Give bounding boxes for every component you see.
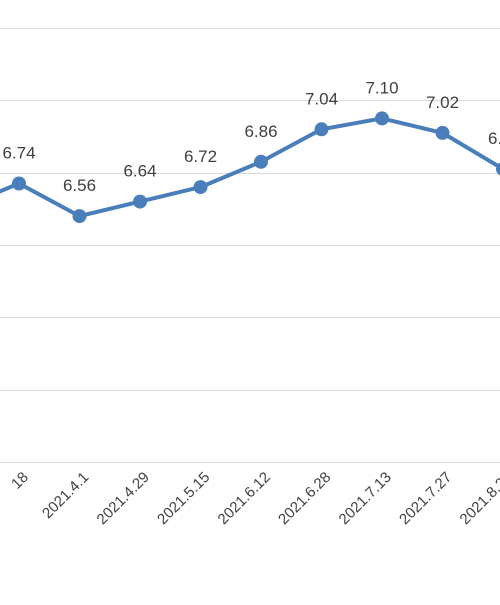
data-label: 7.10 [365, 78, 398, 97]
x-tick-label: 2021.7.27 [396, 469, 455, 528]
data-point [435, 125, 450, 140]
grid-layer [0, 28, 500, 463]
data-label: 6.64 [123, 162, 156, 181]
data-point-layer [12, 111, 500, 224]
data-point [314, 122, 329, 137]
x-tick-label: 2021.6.28 [275, 469, 334, 528]
data-label: 6.86 [244, 122, 277, 141]
data-label-layer: 6.74 6.56 6.64 6.72 6.86 7.04 7.10 7.02 6.8 [2, 78, 500, 195]
data-label: 6.72 [184, 147, 217, 166]
data-point [72, 209, 87, 224]
x-tick-label: 2021.4.1 [39, 469, 92, 522]
x-tick-label: 2021.5.15 [154, 469, 213, 528]
x-tick-label: 2021.7.13 [336, 469, 395, 528]
data-point [254, 154, 268, 169]
data-point [193, 180, 208, 195]
data-label: 7.02 [426, 93, 459, 112]
x-tick-label: 2021.8.24 [457, 469, 500, 528]
x-tick-label: 2021.6.12 [215, 469, 274, 528]
data-label: 6.56 [63, 176, 96, 195]
data-label: 6.74 [2, 144, 35, 163]
x-tick-label-layer: 18 2021.4.1 2021.4.29 2021.5.15 2021.6.12 202… [8, 469, 500, 528]
data-point [375, 111, 389, 126]
x-tick-label: 2021.4.29 [94, 469, 153, 528]
data-point [12, 176, 26, 191]
data-label: 6.8 [488, 129, 500, 148]
data-label: 7.04 [305, 89, 338, 108]
data-point [133, 194, 147, 209]
data-point [496, 162, 500, 176]
x-tick-label: 18 [8, 469, 32, 493]
